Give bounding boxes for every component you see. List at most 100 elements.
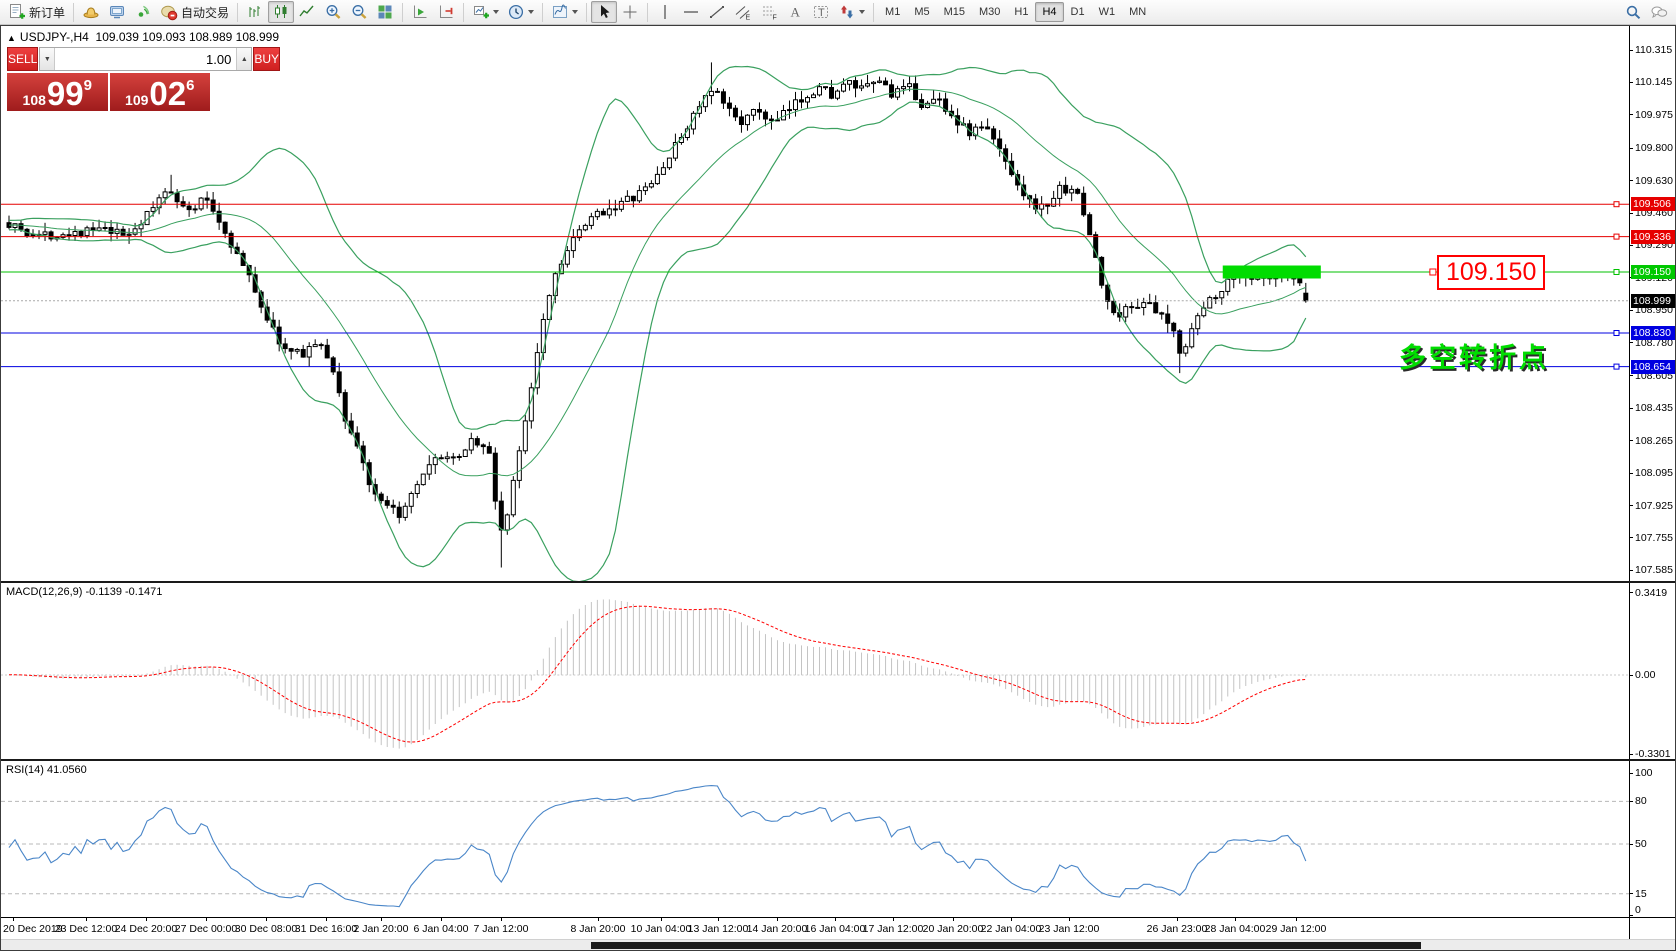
time-tick (1069, 918, 1070, 921)
rsi-tick-label: 50 (1635, 838, 1647, 850)
time-tick (1235, 918, 1236, 921)
price-tick-label: 108.095 (1635, 467, 1673, 480)
price-axis[interactable]: 110.315 110.145 109.975 109.800 109.630 109.4… (1629, 26, 1675, 581)
collapse-icon[interactable]: ▲ (7, 33, 16, 43)
date-label: 23 Dec 12:00 (54, 923, 118, 935)
macd-tick-label: -0.3301 (1635, 748, 1671, 759)
axis-tick (1630, 537, 1633, 539)
time-tick (893, 918, 894, 921)
time-tick (13, 918, 14, 921)
time-tick (777, 918, 778, 921)
auto-scroll-icon (414, 5, 427, 18)
time-tick (718, 918, 719, 921)
horizontal-line-button[interactable] (678, 1, 704, 23)
new-chart-button[interactable] (468, 1, 503, 23)
toolbar-separator (873, 2, 875, 22)
symbol-search-button[interactable] (1620, 1, 1646, 23)
timeframe-h4-button[interactable]: H4 (1035, 2, 1064, 22)
macd-axis[interactable]: 0.3419 0.00 -0.3301 (1629, 583, 1675, 759)
new-order-button-label: 新订单 (29, 5, 66, 20)
arrows-button[interactable] (834, 1, 869, 23)
vertical-line-button[interactable] (652, 1, 678, 23)
timeframe-m15-button[interactable]: M15 (943, 6, 965, 18)
timeframe-h1-button[interactable]: H1 (1014, 6, 1029, 18)
indicators-button[interactable] (547, 1, 582, 23)
main-chart-canvas[interactable]: ▲ USDJPY-,H4 109.039 109.093 108.989 108.… (1, 26, 1629, 581)
new-order-button[interactable]: 新订单 (4, 1, 69, 23)
chevron-down-icon (572, 10, 579, 14)
axis-tick (1630, 914, 1633, 916)
chart-shift-button[interactable] (433, 1, 459, 23)
time-tick (381, 918, 382, 921)
sell-price[interactable]: 108 99 9 (7, 73, 108, 111)
macd-pane[interactable]: MACD(12,26,9) -0.1139 -0.1471 (1, 583, 1629, 759)
candlestick-button[interactable] (268, 1, 295, 23)
macd-chart (1, 599, 1629, 749)
tile-windows-button[interactable] (372, 1, 398, 23)
fibonacci-button[interactable]: F (756, 1, 782, 23)
arrows-icon (841, 5, 854, 19)
price-line-badge: 109.150 (1631, 265, 1675, 279)
svg-text:E: E (746, 15, 751, 22)
zoom-in-button[interactable] (320, 1, 346, 23)
date-label: 24 Dec 20:00 (114, 923, 178, 935)
signals-button[interactable] (130, 1, 156, 23)
chart-window: ▲ USDJPY-,H4 109.039 109.093 108.989 108.… (0, 25, 1676, 951)
axis-tick (1630, 375, 1633, 377)
zoom-out-button[interactable] (346, 1, 372, 23)
terminal-button[interactable] (104, 1, 130, 23)
price-level-callout[interactable]: 109.150 (1437, 255, 1546, 290)
macd-tick-label: 0.00 (1635, 669, 1656, 681)
price-tick-label: 107.925 (1635, 499, 1673, 512)
rsi-pane[interactable]: RSI(14) 41.0560 (1, 761, 1629, 917)
axis-tick (1630, 407, 1633, 409)
trendline-button[interactable] (704, 1, 730, 23)
axis-tick (1630, 893, 1633, 895)
auto-scroll-button[interactable] (407, 1, 433, 23)
line-chart-button[interactable] (294, 1, 320, 23)
market-watch-button[interactable] (78, 1, 104, 23)
timeframe-mn-button[interactable]: MN (1129, 6, 1147, 18)
price-tick-label: 108.435 (1635, 402, 1673, 415)
timeframe-m1-button[interactable]: M1 (885, 6, 901, 18)
timeframe-w1-button[interactable]: W1 (1098, 6, 1116, 18)
text-icon: A (791, 5, 801, 20)
rsi-tick-label: 15 (1635, 887, 1647, 900)
buy-price[interactable]: 109 02 6 (109, 73, 210, 111)
svg-text:A: A (791, 5, 801, 20)
volume-input[interactable] (55, 48, 237, 70)
bar-chart-button[interactable] (242, 1, 268, 23)
fibonacci-icon: F (763, 6, 777, 21)
autotrading-button[interactable]: 自动交易 (156, 1, 233, 23)
text-label-button[interactable]: T (808, 1, 834, 23)
timeframe-m30-button[interactable]: M30 (979, 6, 1001, 18)
cursor-button[interactable] (591, 1, 618, 23)
scrollbar-thumb[interactable] (591, 942, 1421, 949)
turning-point-annotation[interactable]: 多空转折点 (1399, 343, 1549, 373)
equidistant-channel-button[interactable]: E (730, 1, 756, 23)
candlestick-icon (275, 5, 287, 18)
profiles-button[interactable] (503, 1, 538, 23)
axis-tick (1630, 147, 1633, 149)
time-axis[interactable]: 20 Dec 2019 23 Dec 12:00 24 Dec 20:00 27 De… (1, 918, 1629, 939)
channel-icon: E (735, 6, 751, 22)
price-line-badge: 108.999 (1631, 293, 1675, 308)
rsi-tick-label: 80 (1635, 795, 1647, 808)
horizontal-scrollbar[interactable] (1, 940, 1675, 950)
volume-increase-button[interactable]: ▲ (236, 48, 252, 70)
crosshair-button[interactable] (617, 1, 643, 23)
rsi-axis[interactable]: 100 80 50 15 0 (1629, 761, 1675, 917)
date-label: 22 Jan 04:00 (980, 923, 1042, 935)
text-button[interactable]: A (782, 1, 808, 23)
date-label: 13 Jan 12:00 (687, 923, 749, 935)
toolbar-separator (463, 2, 465, 22)
timeframe-m5-button[interactable]: M5 (914, 6, 930, 18)
trendline-icon (710, 6, 725, 18)
sell-button[interactable]: SELL (7, 47, 39, 71)
volume-decrease-button[interactable]: ▼ (40, 48, 56, 70)
timeframe-d1-button[interactable]: D1 (1070, 6, 1085, 18)
price-line-badge: 108.654 (1631, 359, 1675, 374)
rsi-chart (1, 785, 1629, 908)
community-chat-button[interactable] (1646, 1, 1672, 23)
buy-button[interactable]: BUY (253, 47, 281, 71)
